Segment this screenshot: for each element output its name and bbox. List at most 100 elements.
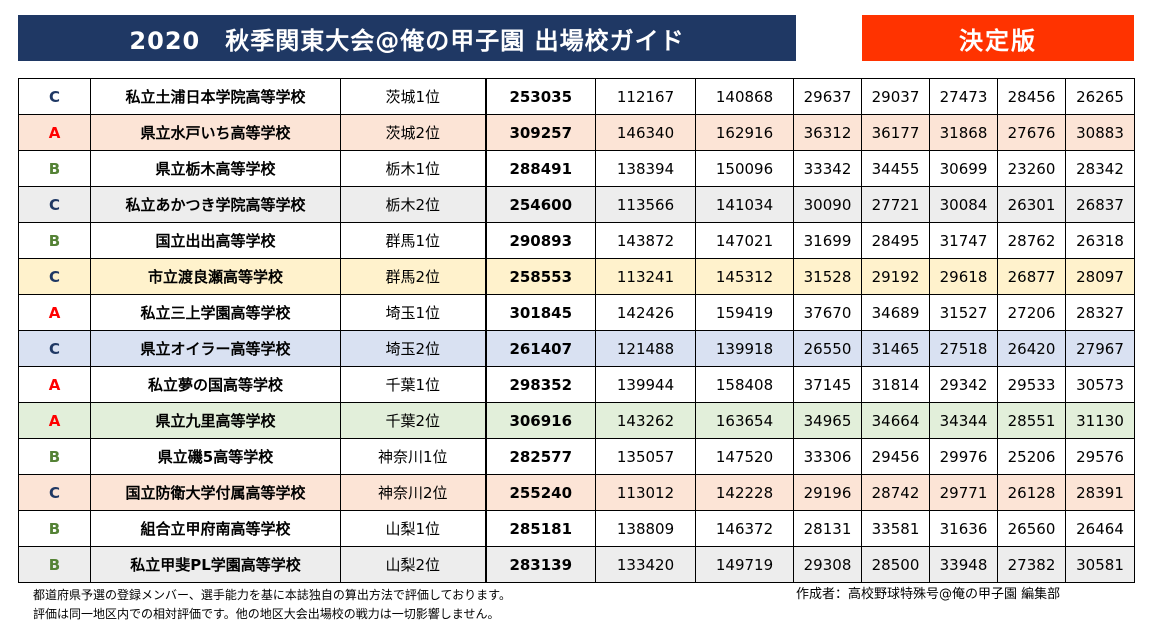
grade-cell: A: [18, 294, 91, 331]
score-cell-4: 34689: [861, 294, 930, 331]
school-guide-table: C 私立土浦日本学院高等学校 茨城1位 253035 112167 140868 29637…: [18, 78, 1135, 583]
grade-cell: B: [18, 150, 91, 187]
total-score-cell: 255240: [484, 474, 596, 511]
grade-cell: A: [18, 366, 91, 403]
score-cell-5: 34344: [929, 402, 998, 439]
score-cell-7: 26265: [1065, 78, 1135, 115]
score-cell-6: 28456: [997, 78, 1066, 115]
score-cell-3: 29196: [793, 474, 862, 511]
school-name-cell: 県立栃木高等学校: [90, 150, 341, 187]
score-cell-3: 29308: [793, 546, 862, 583]
score-cell-3: 33342: [793, 150, 862, 187]
score-cell-3: 30090: [793, 186, 862, 223]
table-row: C 私立土浦日本学院高等学校 茨城1位 253035 112167 140868 29637…: [18, 78, 1135, 115]
score-cell-1: 143872: [595, 222, 696, 259]
score-cell-6: 26560: [997, 510, 1066, 547]
total-score-cell: 298352: [484, 366, 596, 403]
total-score-cell: 282577: [484, 438, 596, 475]
score-cell-4: 34455: [861, 150, 930, 187]
score-cell-7: 26318: [1065, 222, 1135, 259]
table-row: C 国立防衛大学付属高等学校 神奈川2位 255240 113012 142228 2919…: [18, 474, 1135, 511]
score-cell-6: 27676: [997, 114, 1066, 151]
grade-cell: C: [18, 78, 91, 115]
score-cell-5: 31747: [929, 222, 998, 259]
score-cell-7: 30581: [1065, 546, 1135, 583]
score-cell-3: 37670: [793, 294, 862, 331]
total-score-cell: 285181: [484, 510, 596, 547]
score-cell-4: 28742: [861, 474, 930, 511]
score-cell-3: 37145: [793, 366, 862, 403]
prefecture-rank-cell: 山梨1位: [340, 510, 486, 547]
score-cell-4: 29192: [861, 258, 930, 295]
table-row: B 国立出出高等学校 群馬1位 290893 143872 147021 31699 2849…: [18, 222, 1135, 259]
score-cell-3: 36312: [793, 114, 862, 151]
prefecture-rank-cell: 埼玉1位: [340, 294, 486, 331]
grade-cell: C: [18, 330, 91, 367]
score-cell-2: 145312: [695, 258, 794, 295]
grade-cell: A: [18, 114, 91, 151]
grade-cell: B: [18, 438, 91, 475]
school-name-cell: 私立甲斐PL学園高等学校: [90, 546, 341, 583]
score-cell-2: 158408: [695, 366, 794, 403]
score-cell-6: 23260: [997, 150, 1066, 187]
prefecture-rank-cell: 栃木1位: [340, 150, 486, 187]
prefecture-rank-cell: 神奈川2位: [340, 474, 486, 511]
score-cell-2: 139918: [695, 330, 794, 367]
score-cell-7: 27967: [1065, 330, 1135, 367]
score-cell-3: 29637: [793, 78, 862, 115]
total-score-cell: 253035: [484, 78, 596, 115]
score-cell-4: 29037: [861, 78, 930, 115]
score-cell-6: 26420: [997, 330, 1066, 367]
total-score-cell: 309257: [484, 114, 596, 151]
table-row: A 県立九里高等学校 千葉2位 306916 143262 163654 34965 3466…: [18, 402, 1135, 439]
prefecture-rank-cell: 群馬2位: [340, 258, 486, 295]
school-name-cell: 組合立甲府南高等学校: [90, 510, 341, 547]
score-cell-1: 135057: [595, 438, 696, 475]
prefecture-rank-cell: 千葉1位: [340, 366, 486, 403]
score-cell-5: 33948: [929, 546, 998, 583]
score-cell-3: 31699: [793, 222, 862, 259]
score-cell-5: 31868: [929, 114, 998, 151]
grade-cell: C: [18, 186, 91, 223]
school-name-cell: 私立夢の国高等学校: [90, 366, 341, 403]
table-row: B 私立甲斐PL学園高等学校 山梨2位 283139 133420 149719 29308…: [18, 546, 1135, 583]
school-name-cell: 国立防衛大学付属高等学校: [90, 474, 341, 511]
score-cell-1: 112167: [595, 78, 696, 115]
score-cell-6: 26877: [997, 258, 1066, 295]
score-cell-4: 34664: [861, 402, 930, 439]
score-cell-5: 31527: [929, 294, 998, 331]
score-cell-3: 31528: [793, 258, 862, 295]
score-cell-1: 142426: [595, 294, 696, 331]
score-cell-4: 29456: [861, 438, 930, 475]
score-cell-1: 138394: [595, 150, 696, 187]
score-cell-6: 28762: [997, 222, 1066, 259]
score-cell-1: 139944: [595, 366, 696, 403]
grade-cell: C: [18, 258, 91, 295]
table-row: A 私立三上学園高等学校 埼玉1位 301845 142426 159419 37670 34…: [18, 294, 1135, 331]
total-score-cell: 301845: [484, 294, 596, 331]
score-cell-4: 28500: [861, 546, 930, 583]
score-cell-2: 141034: [695, 186, 794, 223]
score-cell-6: 28551: [997, 402, 1066, 439]
total-score-cell: 290893: [484, 222, 596, 259]
table-row: B 県立栃木高等学校 栃木1位 288491 138394 150096 33342 3445…: [18, 150, 1135, 187]
school-name-cell: 県立磯5高等学校: [90, 438, 341, 475]
total-score-cell: 254600: [484, 186, 596, 223]
final-version-badge: 決定版: [862, 15, 1134, 61]
footer-note-1: 都道府県予選の登録メンバー、選手能力を基に本誌独自の算出方法で評価しております。: [33, 588, 511, 602]
score-cell-1: 113241: [595, 258, 696, 295]
score-cell-7: 30883: [1065, 114, 1135, 151]
score-cell-1: 138809: [595, 510, 696, 547]
score-cell-7: 26837: [1065, 186, 1135, 223]
score-cell-3: 26550: [793, 330, 862, 367]
score-cell-5: 29618: [929, 258, 998, 295]
score-cell-7: 28391: [1065, 474, 1135, 511]
score-cell-2: 140868: [695, 78, 794, 115]
prefecture-rank-cell: 栃木2位: [340, 186, 486, 223]
score-cell-1: 133420: [595, 546, 696, 583]
score-cell-5: 30084: [929, 186, 998, 223]
score-cell-4: 31465: [861, 330, 930, 367]
table-row: C 市立渡良瀬高等学校 群馬2位 258553 113241 145312 31528 291…: [18, 258, 1135, 295]
prefecture-rank-cell: 茨城2位: [340, 114, 486, 151]
score-cell-5: 31636: [929, 510, 998, 547]
